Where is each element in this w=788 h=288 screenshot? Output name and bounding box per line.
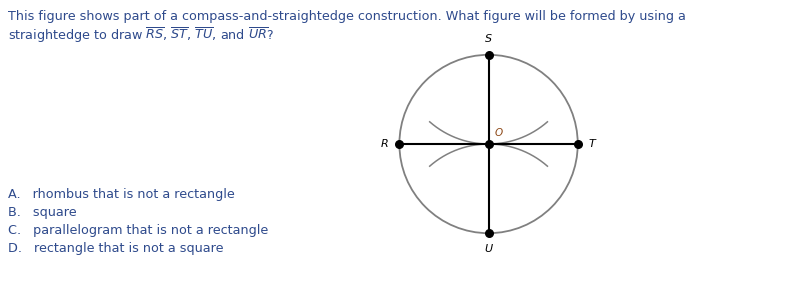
Point (571, 142, 584, 146)
Text: A.   rhombus that is not a rectangle: A. rhombus that is not a rectangle (8, 188, 235, 201)
Point (482, 231, 495, 236)
Text: straightedge to draw $\overline{RS}$, $\overline{ST}$, $\overline{TU}$, and $\ov: straightedge to draw $\overline{RS}$, $\… (8, 26, 274, 45)
Point (393, 142, 406, 146)
Point (482, 52, 495, 57)
Text: S: S (485, 34, 492, 44)
Text: D.   rectangle that is not a square: D. rectangle that is not a square (8, 242, 224, 255)
Point (482, 142, 495, 146)
Text: R: R (381, 139, 388, 149)
Text: T: T (589, 139, 595, 149)
Text: This figure shows part of a compass-and-straightedge construction. What figure w: This figure shows part of a compass-and-… (8, 10, 686, 23)
Text: U: U (485, 244, 492, 254)
Text: B.   square: B. square (8, 206, 76, 219)
Text: O: O (495, 128, 503, 138)
Text: C.   parallelogram that is not a rectangle: C. parallelogram that is not a rectangle (8, 224, 268, 237)
